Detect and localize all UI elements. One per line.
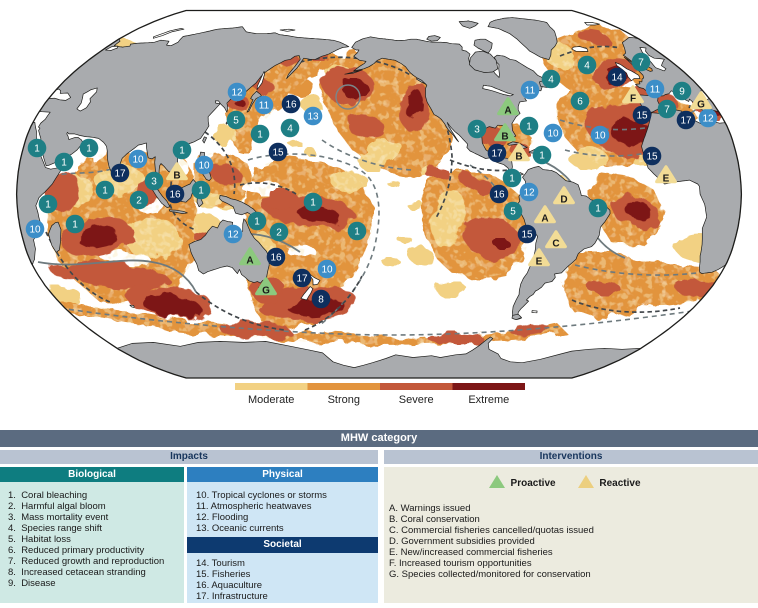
svg-text:7: 7 [638, 58, 644, 69]
svg-text:11: 11 [259, 101, 270, 112]
svg-text:A: A [504, 105, 511, 116]
svg-text:1: 1 [45, 200, 51, 211]
svg-text:15: 15 [272, 148, 284, 159]
svg-text:D: D [560, 194, 567, 205]
svg-text:Moderate: Moderate [248, 394, 294, 406]
svg-text:7: 7 [664, 105, 670, 116]
svg-text:15: 15 [521, 230, 533, 241]
svg-text:12: 12 [231, 88, 243, 99]
svg-text:E: E [663, 173, 670, 184]
svg-text:3: 3 [151, 177, 157, 188]
svg-text:1: 1 [539, 151, 545, 162]
svg-text:15: 15 [636, 111, 648, 122]
svg-text:17: 17 [680, 116, 692, 127]
svg-text:17: 17 [114, 169, 126, 180]
svg-text:14: 14 [611, 73, 623, 84]
svg-text:2: 2 [276, 228, 282, 239]
svg-text:3: 3 [474, 125, 480, 136]
svg-text:F: F [630, 93, 636, 104]
svg-text:4: 4 [287, 124, 293, 135]
svg-text:E: E [536, 256, 543, 267]
svg-text:10: 10 [29, 225, 41, 236]
svg-text:9: 9 [679, 87, 685, 98]
svg-text:11: 11 [650, 85, 661, 96]
svg-text:17: 17 [491, 149, 503, 160]
svg-text:5: 5 [510, 207, 516, 218]
svg-text:A: A [246, 255, 253, 266]
svg-text:G: G [262, 285, 270, 296]
svg-text:12: 12 [227, 230, 239, 241]
svg-text:17: 17 [296, 274, 308, 285]
svg-text:12: 12 [702, 114, 714, 125]
svg-text:16: 16 [493, 190, 505, 201]
svg-text:1: 1 [102, 186, 108, 197]
svg-text:G: G [697, 99, 705, 110]
svg-text:B: B [173, 170, 180, 181]
svg-text:6: 6 [577, 97, 583, 108]
svg-text:10: 10 [132, 155, 144, 166]
svg-text:10: 10 [321, 265, 333, 276]
svg-text:5: 5 [233, 116, 239, 127]
svg-text:1: 1 [254, 217, 260, 228]
svg-text:1: 1 [34, 144, 40, 155]
svg-text:A: A [541, 213, 548, 224]
svg-text:12: 12 [523, 188, 535, 199]
svg-text:8: 8 [318, 295, 324, 306]
svg-text:Extreme: Extreme [468, 394, 509, 406]
svg-text:B: B [501, 131, 508, 142]
svg-text:4: 4 [548, 75, 554, 86]
svg-text:1: 1 [257, 130, 263, 141]
svg-text:1: 1 [86, 144, 92, 155]
svg-text:13: 13 [307, 112, 319, 123]
svg-text:Severe: Severe [399, 394, 434, 406]
svg-text:B: B [515, 151, 522, 162]
svg-text:16: 16 [270, 253, 282, 264]
svg-text:1: 1 [509, 174, 515, 185]
svg-text:Strong: Strong [328, 394, 360, 406]
svg-text:1: 1 [595, 204, 601, 215]
svg-text:1: 1 [198, 186, 204, 197]
svg-text:15: 15 [646, 152, 658, 163]
svg-text:C: C [552, 238, 559, 249]
svg-text:1: 1 [354, 227, 360, 238]
svg-text:16: 16 [285, 100, 297, 111]
svg-text:10: 10 [594, 131, 606, 142]
svg-text:1: 1 [61, 158, 67, 169]
svg-text:1: 1 [72, 220, 78, 231]
svg-text:10: 10 [547, 129, 559, 140]
svg-text:10: 10 [198, 161, 210, 172]
svg-text:11: 11 [525, 86, 536, 97]
svg-text:1: 1 [310, 198, 316, 209]
svg-text:4: 4 [584, 61, 590, 72]
svg-text:2: 2 [136, 196, 142, 207]
svg-text:1: 1 [179, 146, 185, 157]
svg-text:16: 16 [169, 190, 181, 201]
svg-text:1: 1 [526, 122, 532, 133]
